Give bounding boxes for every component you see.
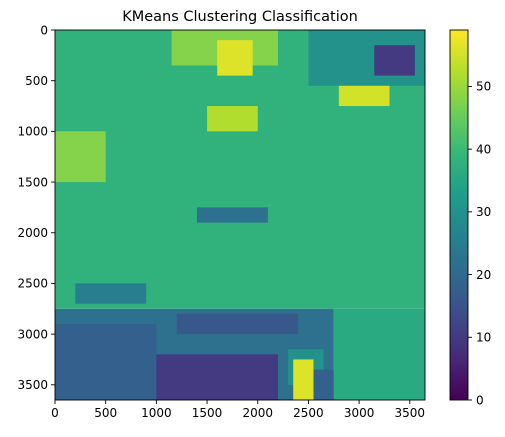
heatmap-region-17 xyxy=(176,313,299,335)
colorbar-tick-label: 20 xyxy=(476,268,491,282)
heatmap-region-13 xyxy=(156,354,279,400)
x-tick-label: 500 xyxy=(94,406,117,420)
colorbar-tick-label: 10 xyxy=(476,331,491,345)
y-tick-label: 3000 xyxy=(17,327,48,341)
heatmap-region-7 xyxy=(207,106,258,132)
heatmap-region-16 xyxy=(313,369,334,400)
y-tick-label: 3500 xyxy=(17,378,48,392)
x-tick-label: 3500 xyxy=(395,406,426,420)
x-tick-label: 1000 xyxy=(141,406,172,420)
y-tick-label: 2000 xyxy=(17,226,48,240)
x-tick-label: 0 xyxy=(51,406,59,420)
colorbar: 0 10 20 30 40 50 xyxy=(449,29,491,407)
heatmap-region-9 xyxy=(196,207,268,223)
x-tick-label: 3000 xyxy=(344,406,375,420)
x-tick-label: 2500 xyxy=(293,406,324,420)
heatmap-region-1 xyxy=(333,308,425,400)
x-tick-label: 1500 xyxy=(192,406,223,420)
heatmap-region-15 xyxy=(293,359,314,400)
y-tick-label: 1000 xyxy=(17,125,48,139)
y-axis: 0 500 1000 1500 2000 2500 3000 3500 xyxy=(17,23,55,392)
plot-frame xyxy=(54,29,426,401)
heatmap-region-12 xyxy=(55,323,157,400)
y-tick-label: 2500 xyxy=(17,277,48,291)
x-tick-label: 2000 xyxy=(242,406,273,420)
colorbar-tick-label: 40 xyxy=(476,142,491,156)
heatmap-region-10 xyxy=(75,283,147,304)
y-tick-label: 0 xyxy=(40,23,48,37)
colorbar-tick-label: 50 xyxy=(476,80,491,94)
heatmap-region-8 xyxy=(55,131,106,183)
heatmap-region-6 xyxy=(374,45,415,76)
colorbar-tick-label: 0 xyxy=(476,393,484,407)
heatmap-region-3 xyxy=(217,40,253,76)
y-tick-label: 500 xyxy=(25,74,48,88)
colorbar-gradient xyxy=(449,29,469,401)
colorbar-tick-label: 30 xyxy=(476,205,491,219)
y-tick-label: 1500 xyxy=(17,175,48,189)
x-axis: 0 500 1000 1500 2000 2500 3000 3500 xyxy=(51,400,425,420)
plot-area xyxy=(55,30,425,400)
chart-title: KMeans Clustering Classification xyxy=(122,9,358,25)
